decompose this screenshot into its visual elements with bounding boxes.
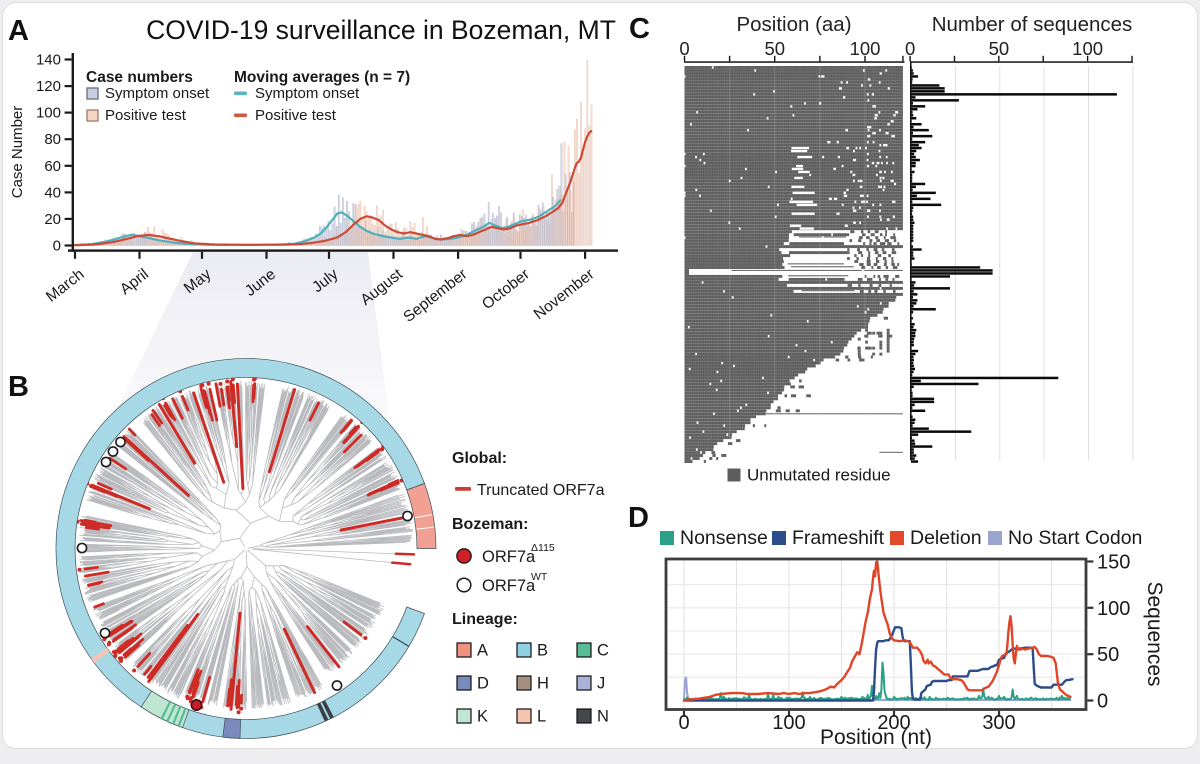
svg-text:100: 100 bbox=[1097, 598, 1130, 620]
svg-text:D: D bbox=[628, 502, 649, 534]
svg-text:Deletion: Deletion bbox=[910, 527, 982, 549]
svg-text:No Start Codon: No Start Codon bbox=[1008, 527, 1142, 549]
svg-text:Positive test: Positive test bbox=[255, 107, 337, 124]
svg-text:Symptom onset: Symptom onset bbox=[105, 85, 210, 102]
svg-text:K: K bbox=[477, 708, 488, 726]
svg-text:Bozeman:: Bozeman: bbox=[452, 516, 528, 533]
svg-text:100: 100 bbox=[772, 712, 805, 734]
svg-text:Lineage:: Lineage: bbox=[452, 611, 518, 628]
svg-text:Case Number: Case Number bbox=[9, 106, 26, 199]
svg-text:Truncated ORF7a: Truncated ORF7a bbox=[477, 482, 605, 499]
svg-text:Number of sequences: Number of sequences bbox=[932, 13, 1133, 36]
svg-text:Moving averages (n = 7): Moving averages (n = 7) bbox=[234, 69, 410, 86]
svg-text:B: B bbox=[8, 371, 29, 403]
svg-text:November: November bbox=[531, 266, 598, 323]
svg-text:Positive test: Positive test bbox=[105, 107, 187, 124]
svg-text:COVID-19 surveillance in Bozem: COVID-19 surveillance in Bozeman, MT bbox=[146, 15, 616, 45]
svg-text:April: April bbox=[117, 266, 152, 298]
svg-text:Position (aa): Position (aa) bbox=[736, 13, 851, 36]
svg-text:80: 80 bbox=[44, 131, 61, 148]
svg-text:Symptom onset: Symptom onset bbox=[255, 85, 360, 102]
svg-text:Frameshift: Frameshift bbox=[792, 527, 885, 549]
svg-text:Unmutated residue: Unmutated residue bbox=[747, 466, 891, 485]
svg-text:20: 20 bbox=[44, 211, 61, 228]
svg-text:Case numbers: Case numbers bbox=[86, 69, 193, 86]
svg-text:March: March bbox=[43, 266, 87, 306]
svg-text:0: 0 bbox=[53, 238, 61, 255]
svg-text:50: 50 bbox=[765, 38, 786, 59]
svg-text:Position (nt): Position (nt) bbox=[820, 726, 932, 749]
svg-text:A: A bbox=[477, 642, 488, 660]
svg-text:Nonsense: Nonsense bbox=[680, 527, 768, 549]
svg-text:Global:: Global: bbox=[452, 450, 507, 467]
svg-text:50: 50 bbox=[989, 38, 1010, 59]
svg-text:September: September bbox=[400, 266, 470, 326]
svg-text:0: 0 bbox=[678, 712, 689, 734]
svg-text:WT: WT bbox=[531, 571, 548, 583]
svg-text:300: 300 bbox=[982, 712, 1015, 734]
svg-text:100: 100 bbox=[850, 38, 881, 59]
svg-text:40: 40 bbox=[44, 184, 61, 201]
svg-text:100: 100 bbox=[1072, 38, 1103, 59]
svg-text:ORF7a: ORF7a bbox=[482, 548, 536, 566]
svg-text:H: H bbox=[537, 675, 549, 693]
svg-text:October: October bbox=[479, 266, 533, 313]
svg-text:C: C bbox=[629, 13, 650, 45]
svg-text:150: 150 bbox=[1097, 552, 1130, 574]
svg-text:N: N bbox=[597, 708, 609, 726]
svg-text:50: 50 bbox=[1097, 644, 1119, 666]
svg-text:L: L bbox=[537, 708, 546, 726]
svg-text:ORF7a: ORF7a bbox=[482, 577, 536, 595]
svg-text:A: A bbox=[8, 15, 29, 47]
svg-text:0: 0 bbox=[679, 38, 689, 59]
svg-text:J: J bbox=[597, 675, 605, 693]
svg-text:60: 60 bbox=[44, 158, 61, 175]
svg-text:0: 0 bbox=[905, 38, 915, 59]
svg-text:C: C bbox=[597, 642, 609, 660]
svg-text:120: 120 bbox=[36, 78, 61, 95]
svg-text:200: 200 bbox=[877, 712, 910, 734]
svg-text:Sequences: Sequences bbox=[1143, 581, 1166, 686]
svg-text:100: 100 bbox=[36, 105, 61, 122]
svg-text:0: 0 bbox=[1097, 691, 1108, 713]
svg-text:B: B bbox=[537, 642, 548, 660]
svg-text:Δ115: Δ115 bbox=[531, 542, 555, 554]
svg-text:140: 140 bbox=[36, 52, 61, 69]
svg-text:D: D bbox=[477, 675, 489, 693]
